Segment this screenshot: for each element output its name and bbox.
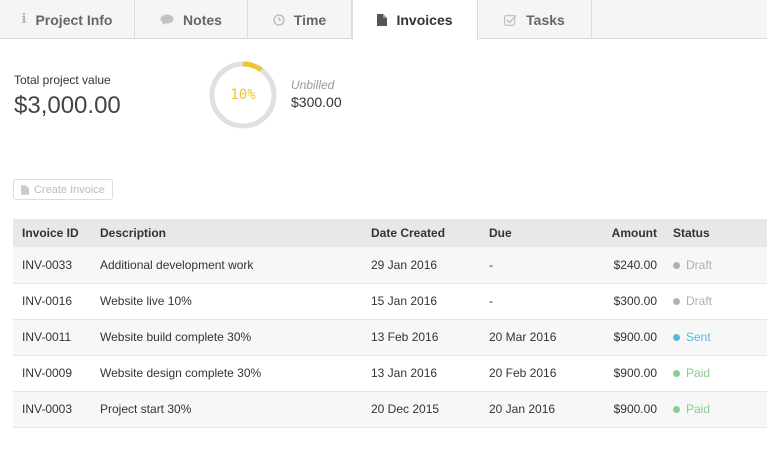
status-badge: Sent bbox=[673, 319, 767, 355]
invoice-id[interactable]: INV-0016 bbox=[22, 294, 73, 308]
column-header-invoice-id[interactable]: Invoice ID bbox=[22, 226, 79, 240]
invoice-id[interactable]: INV-0033 bbox=[22, 257, 73, 272]
status-dot-icon bbox=[673, 405, 680, 413]
info-icon: i bbox=[21, 12, 27, 27]
column-header-description[interactable]: Description bbox=[100, 226, 167, 240]
checkbox-icon bbox=[504, 14, 517, 26]
status-dot-icon bbox=[673, 261, 680, 269]
invoice-date-created: 29 Jan 2016 bbox=[371, 257, 438, 272]
status-badge: Paid bbox=[673, 355, 767, 391]
tab-label: Tasks bbox=[526, 11, 565, 28]
status-label: Draft bbox=[686, 258, 713, 272]
invoice-id[interactable]: INV-0011 bbox=[22, 330, 72, 344]
invoice-amount: $240.00 bbox=[613, 257, 657, 272]
unbilled-label: Unbilled bbox=[291, 78, 335, 92]
tab-label: Time bbox=[293, 11, 327, 28]
total-project-value: $3,000.00 bbox=[14, 92, 121, 119]
invoice-due: 20 Jan 2016 bbox=[489, 402, 556, 416]
invoice-due: - bbox=[489, 257, 493, 272]
status-label: Paid bbox=[686, 366, 711, 381]
total-project-value-label: Total project value bbox=[14, 73, 111, 87]
create-invoice-button[interactable]: Create Invoice bbox=[13, 179, 113, 200]
tab-label: Invoices bbox=[396, 12, 453, 28]
column-header-due[interactable]: Due bbox=[489, 226, 512, 240]
status-label: Paid bbox=[686, 402, 711, 417]
billing-progress-ring bbox=[209, 61, 277, 129]
table-row[interactable]: INV-0003 Project start 30% 20 Dec 2015 2… bbox=[13, 391, 767, 427]
invoice-description: Website design complete 30% bbox=[100, 366, 262, 380]
clock-icon bbox=[273, 13, 285, 26]
tab-project-info[interactable]: i Project Info bbox=[0, 0, 135, 39]
tab-label: Project Info bbox=[35, 11, 113, 28]
invoice-date-created: 13 Jan 2016 bbox=[371, 366, 438, 380]
invoice-date-created: 15 Jan 2016 bbox=[371, 294, 438, 308]
column-header-status[interactable]: Status bbox=[673, 226, 710, 240]
tab-notes[interactable]: Notes bbox=[135, 0, 248, 39]
tab-label: Notes bbox=[183, 11, 222, 28]
tab-tasks[interactable]: Tasks bbox=[478, 0, 592, 39]
document-icon bbox=[377, 14, 388, 26]
invoice-description: Additional development work bbox=[100, 257, 254, 272]
tab-invoices[interactable]: Invoices bbox=[352, 0, 478, 40]
invoice-due: - bbox=[489, 294, 493, 308]
billing-progress-percent: 10% bbox=[230, 87, 256, 103]
invoice-id[interactable]: INV-0009 bbox=[22, 366, 73, 380]
invoice-due: 20 Mar 2016 bbox=[489, 330, 557, 344]
tab-time[interactable]: Time bbox=[248, 0, 352, 39]
tab-bar: i Project Info Notes Time Invoices Tasks bbox=[0, 0, 767, 40]
document-icon bbox=[21, 184, 29, 195]
invoice-amount: $900.00 bbox=[613, 366, 657, 380]
invoice-amount: $300.00 bbox=[613, 294, 657, 308]
status-badge: Draft bbox=[673, 247, 767, 283]
column-header-date-created[interactable]: Date Created bbox=[371, 226, 446, 240]
column-header-amount[interactable]: Amount bbox=[611, 226, 657, 240]
invoice-id[interactable]: INV-0003 bbox=[22, 402, 73, 416]
table-header-row: Invoice ID Description Date Created Due … bbox=[13, 219, 767, 247]
invoice-date-created: 20 Dec 2015 bbox=[371, 402, 440, 416]
invoice-description: Website live 10% bbox=[100, 294, 192, 308]
status-label: Sent bbox=[686, 330, 711, 345]
status-badge: Draft bbox=[673, 283, 767, 319]
unbilled-value: $300.00 bbox=[291, 94, 342, 110]
create-invoice-label: Create Invoice bbox=[34, 183, 105, 196]
status-dot-icon bbox=[673, 297, 680, 305]
invoice-description: Website build complete 30% bbox=[100, 330, 252, 344]
invoice-amount: $900.00 bbox=[613, 402, 657, 416]
status-dot-icon bbox=[673, 369, 680, 377]
table-row[interactable]: INV-0011 Website build complete 30% 13 F… bbox=[13, 319, 767, 355]
table-row[interactable]: INV-0016 Website live 10% 15 Jan 2016 - … bbox=[13, 283, 767, 319]
invoice-description: Project start 30% bbox=[100, 402, 192, 416]
speech-bubble-icon bbox=[160, 14, 174, 25]
invoice-date-created: 13 Feb 2016 bbox=[371, 330, 439, 344]
status-dot-icon bbox=[673, 333, 680, 341]
invoice-amount: $900.00 bbox=[613, 330, 657, 344]
invoices-table: Invoice ID Description Date Created Due … bbox=[13, 219, 767, 428]
status-label: Draft bbox=[686, 294, 713, 309]
invoice-due: 20 Feb 2016 bbox=[489, 366, 557, 380]
table-row[interactable]: INV-0009 Website design complete 30% 13 … bbox=[13, 355, 767, 391]
table-row[interactable]: INV-0033 Additional development work 29 … bbox=[13, 247, 767, 283]
status-badge: Paid bbox=[673, 391, 767, 427]
